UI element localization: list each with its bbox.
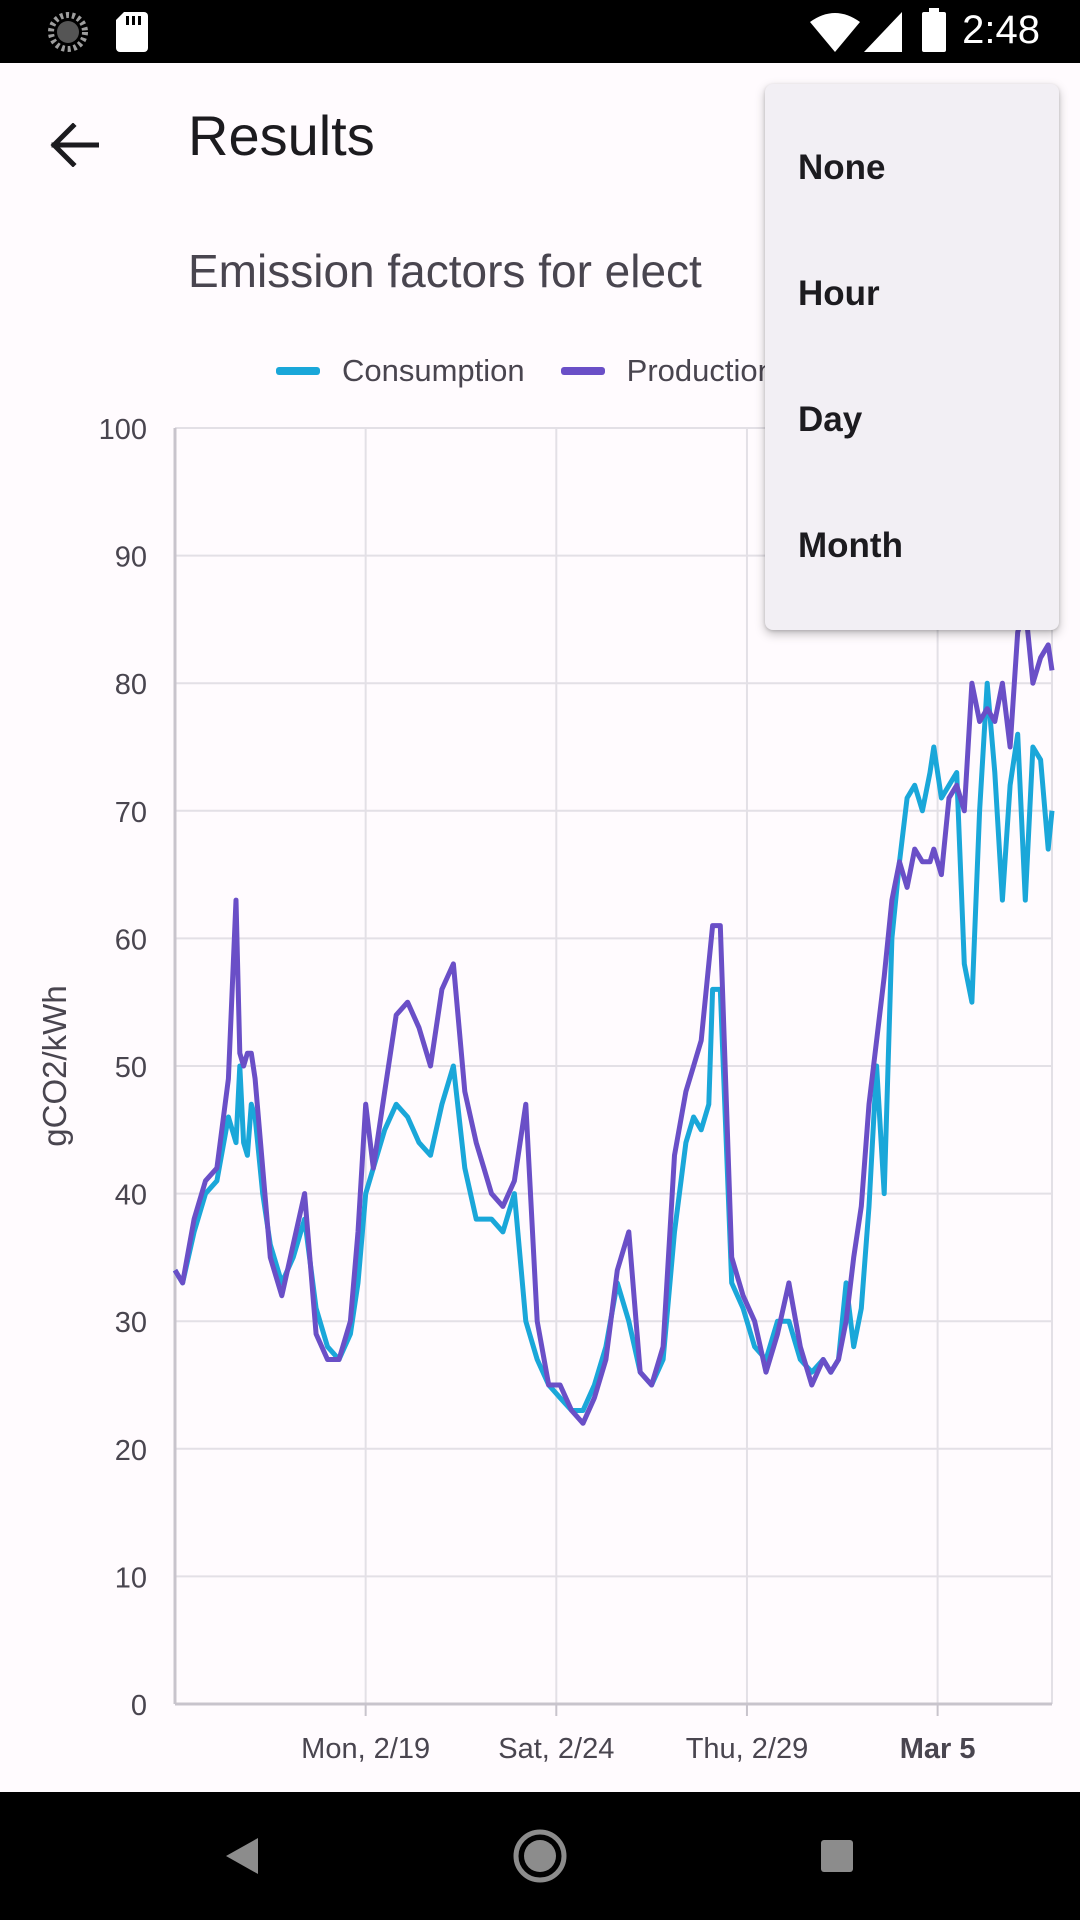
y-tick-label: 60: [115, 924, 147, 956]
menu-item-none[interactable]: None: [798, 148, 886, 187]
back-triangle-icon: [226, 1838, 258, 1874]
loading-icon: [48, 12, 88, 52]
nav-recents-button[interactable]: [803, 1822, 871, 1890]
aggregation-menu: None Hour Day Month: [765, 84, 1059, 630]
menu-item-month[interactable]: Month: [798, 526, 903, 565]
y-tick-label: 50: [115, 1052, 147, 1084]
menu-item-day[interactable]: Day: [798, 400, 863, 439]
chart-legend: Consumption Production: [276, 353, 811, 389]
status-time: 2:48: [962, 8, 1040, 52]
chart-title: Emission factors for elect: [188, 245, 702, 297]
home-circle-icon: [513, 1829, 567, 1883]
y-tick-label: 90: [115, 542, 147, 574]
y-tick-label: 0: [131, 1690, 147, 1722]
line-chart: 0 10 20 30 40 50 60 70 80 90 100 Mon, 2/19 Sat, 2/24…: [36, 414, 1055, 1765]
x-tick-label: Mar 5: [900, 1733, 976, 1765]
legend-label-consumption: Consumption: [342, 353, 525, 388]
app-bar: Results: [0, 63, 1080, 208]
legend-item-consumption[interactable]: Consumption: [276, 353, 525, 389]
page-title: Results: [188, 104, 375, 167]
nav-back-button[interactable]: [208, 1822, 276, 1890]
battery-icon: [922, 8, 946, 52]
legend-item-production[interactable]: Production: [560, 353, 775, 389]
recents-square-icon: [821, 1840, 853, 1872]
legend-swatch-consumption: [276, 367, 320, 375]
nav-home-button[interactable]: [506, 1822, 574, 1890]
wifi-icon: [810, 13, 860, 52]
x-tick-label: Thu, 2/29: [686, 1733, 809, 1765]
sd-card-icon: [116, 12, 148, 52]
legend-swatch-production: [560, 367, 605, 375]
status-bar: 2:48: [0, 0, 1080, 63]
y-tick-label: 30: [115, 1307, 147, 1339]
y-tick-label: 70: [115, 797, 147, 829]
legend-label-production: Production: [626, 353, 775, 388]
y-tick-label: 80: [115, 669, 147, 701]
arrow-back-icon: [50, 123, 99, 167]
y-axis-label: gCO2/kWh: [36, 985, 73, 1146]
x-tick-label: Sat, 2/24: [498, 1733, 614, 1765]
y-tick-label: 20: [115, 1435, 147, 1467]
chart-area: Emission factors for elect Consumption P…: [0, 208, 1080, 1792]
y-tick-label: 40: [115, 1180, 147, 1212]
back-button[interactable]: [30, 101, 118, 189]
y-tick-label: 10: [115, 1562, 147, 1594]
menu-item-hour[interactable]: Hour: [798, 274, 880, 313]
y-tick-label: 100: [99, 414, 147, 446]
signal-icon: [864, 12, 902, 52]
navigation-bar: [0, 1792, 1080, 1920]
series-line-production: [172, 604, 1055, 1426]
x-tick-label: Mon, 2/19: [301, 1733, 430, 1765]
